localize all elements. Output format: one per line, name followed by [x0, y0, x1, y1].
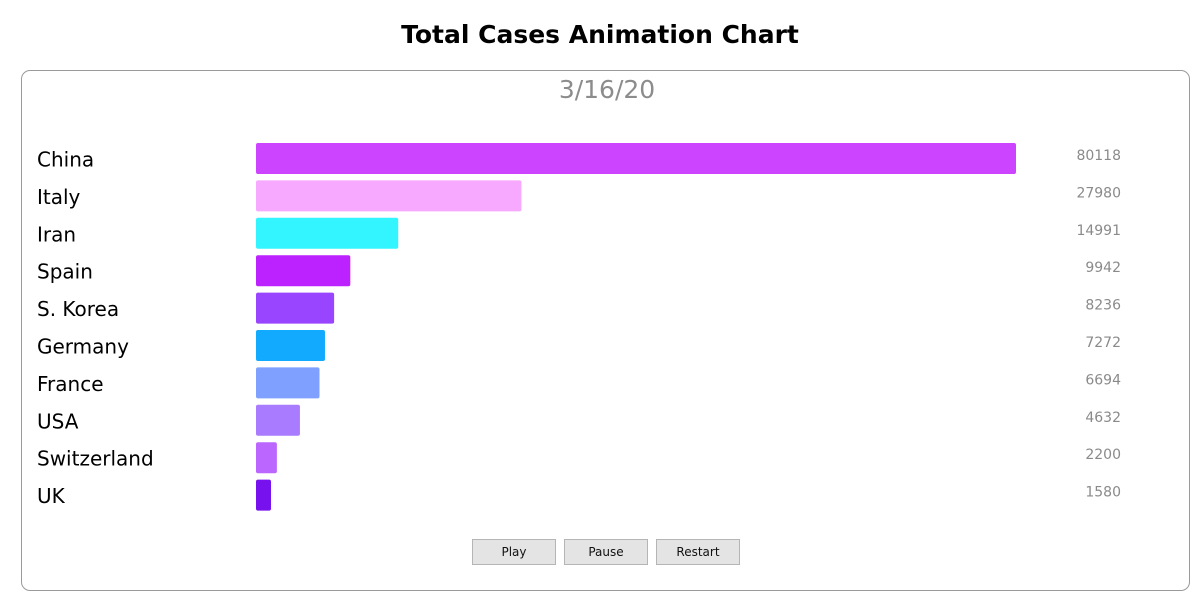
bar [256, 442, 277, 474]
category-label: China [37, 148, 94, 172]
bar [256, 143, 1016, 174]
value-label: 7272 [1085, 335, 1121, 351]
value-label: 6694 [1085, 372, 1121, 388]
play-button[interactable]: Play [472, 539, 556, 565]
page-title: Total Cases Animation Chart [401, 20, 799, 49]
bar [256, 367, 320, 399]
value-label: 9942 [1085, 260, 1121, 276]
value-label: 14991 [1076, 223, 1121, 239]
category-label: S. Korea [37, 297, 119, 321]
date-label: 3/16/20 [558, 75, 656, 104]
value-label: 80118 [1076, 148, 1121, 164]
category-label: UK [37, 484, 66, 508]
value-label: 1580 [1085, 485, 1121, 501]
category-label: Spain [37, 260, 93, 284]
playback-controls: Play Pause Restart [472, 539, 740, 565]
restart-button[interactable]: Restart [656, 539, 740, 565]
chart-panel [21, 70, 1190, 591]
value-label: 8236 [1085, 298, 1121, 314]
bar [256, 292, 335, 324]
category-label: USA [37, 409, 79, 433]
category-label: Germany [37, 335, 129, 359]
category-label: Iran [37, 222, 76, 246]
bar [256, 180, 522, 212]
category-label: Switzerland [37, 447, 154, 471]
bar [256, 217, 399, 249]
category-label: France [37, 372, 104, 396]
bar [256, 479, 271, 511]
bar [256, 255, 351, 287]
value-label: 2200 [1085, 447, 1121, 463]
pause-button[interactable]: Pause [564, 539, 648, 565]
bar [256, 404, 300, 436]
bar [256, 330, 325, 361]
value-label: 27980 [1076, 185, 1121, 201]
value-label: 4632 [1085, 410, 1121, 426]
category-label: Italy [37, 185, 81, 209]
